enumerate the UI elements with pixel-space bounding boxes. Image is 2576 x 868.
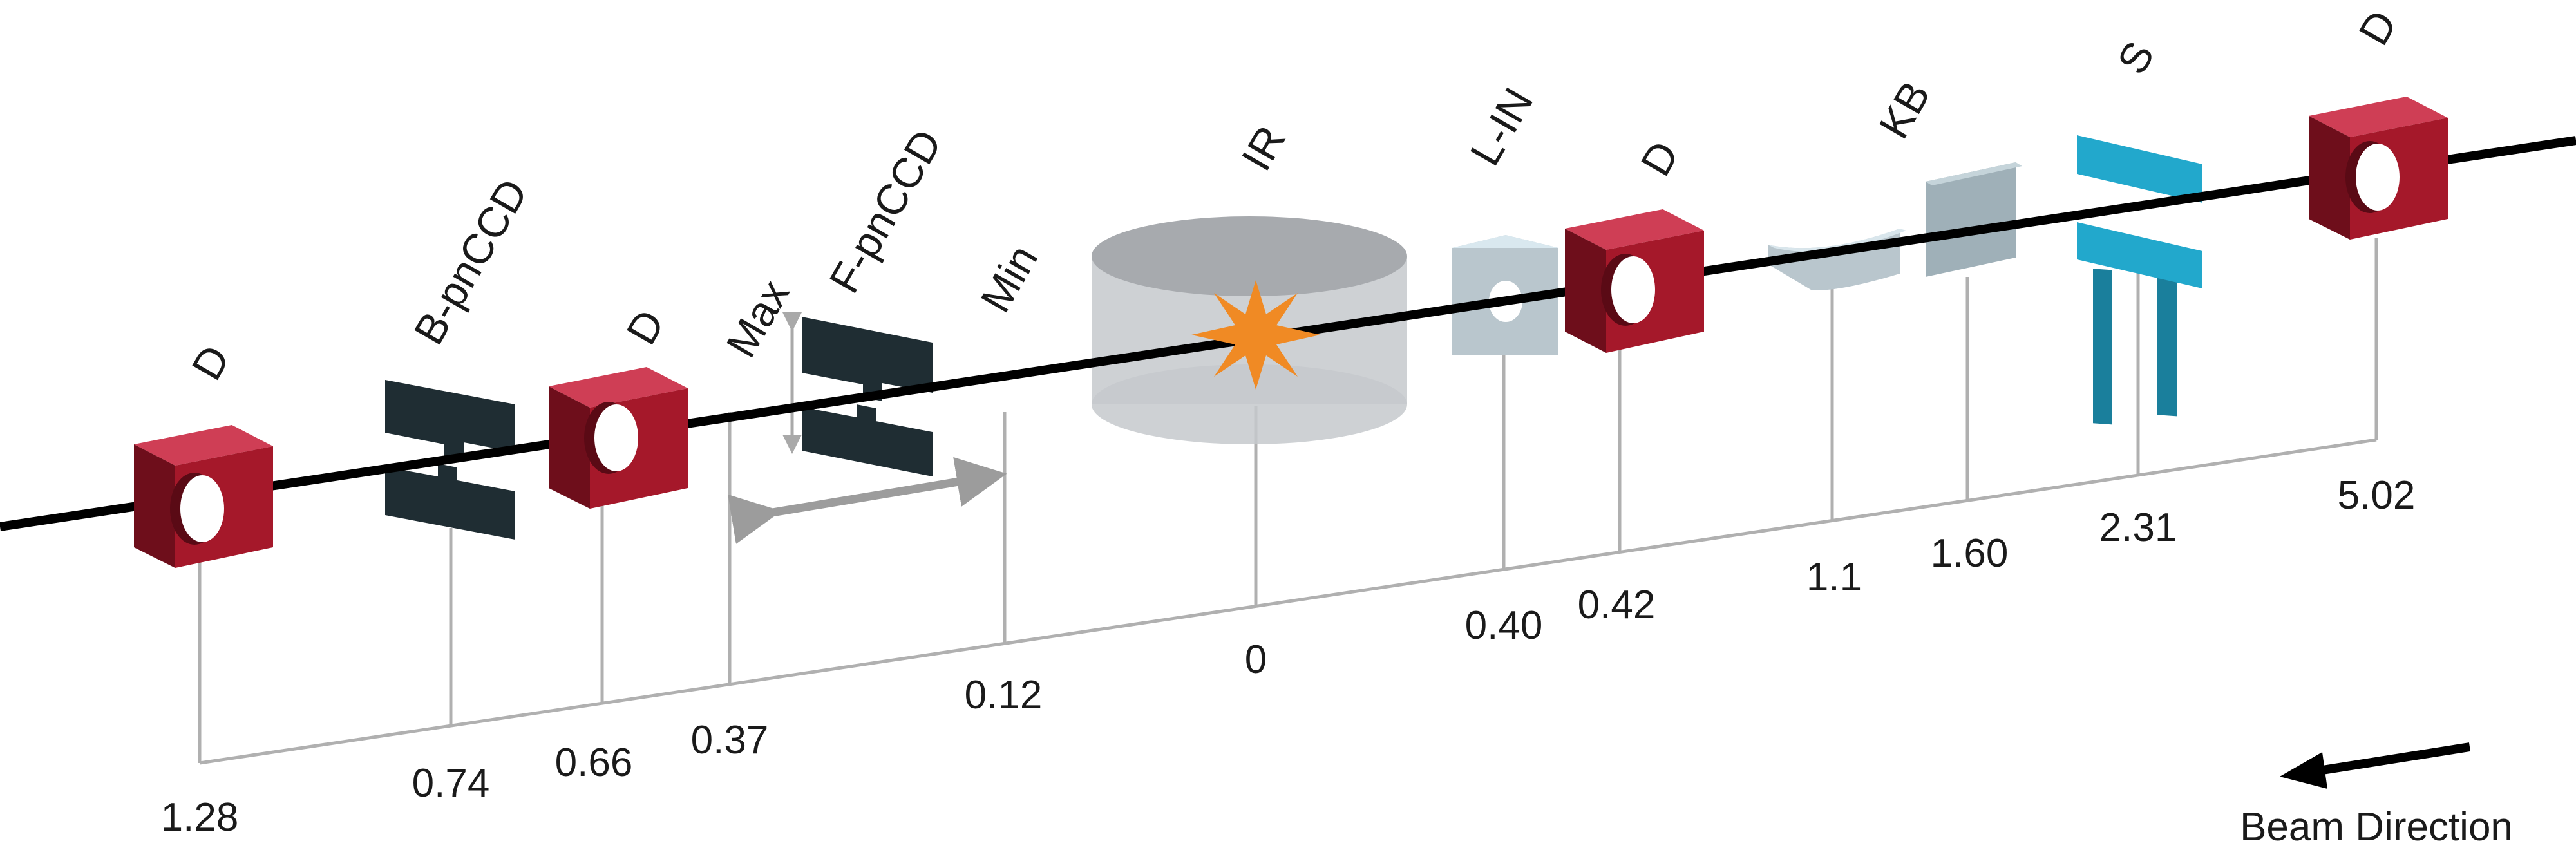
label-d2: D <box>617 302 674 352</box>
label-l-in: L-IN <box>1461 80 1542 173</box>
b-pnccd-detector <box>385 380 515 540</box>
position-bpnccd: 0.74 <box>412 761 490 806</box>
position-kb2: 1.60 <box>1931 531 2009 576</box>
position-min: 0.12 <box>965 673 1043 717</box>
position-ir: 0 <box>1245 637 1267 682</box>
label-min: Min <box>971 237 1046 320</box>
detector-d2 <box>549 367 688 509</box>
label-ir: IR <box>1232 118 1294 178</box>
beam-direction-label: Beam Direction <box>2240 805 2513 849</box>
label-b-pnccd: B-pnCCD <box>404 171 536 352</box>
label-kb: KB <box>1870 73 1939 146</box>
label-s: S <box>2108 33 2163 82</box>
label-d4: D <box>2349 3 2406 53</box>
position-d2: 0.66 <box>555 741 633 785</box>
position-kb: 1.1 <box>1806 555 1862 599</box>
interaction-point-star <box>1191 280 1320 390</box>
label-d3: D <box>1631 133 1688 184</box>
beam-direction-arrow <box>2280 742 2471 789</box>
detector-d1 <box>134 425 273 568</box>
label-max: Max <box>717 272 798 365</box>
position-d1: 1.28 <box>161 795 239 840</box>
detector-d4 <box>2309 97 2448 240</box>
label-d1: D <box>182 337 239 388</box>
position-s: 2.31 <box>2099 505 2177 550</box>
position-max: 0.37 <box>691 718 769 762</box>
label-f-pnccd: F-pnCCD <box>820 122 951 301</box>
fpnccd-range-arrow <box>728 457 1007 544</box>
position-values: 1.28 0.74 0.66 0.37 0.12 0 0.40 0.42 1.1… <box>161 473 2416 840</box>
detector-d3 <box>1565 209 1704 353</box>
scale-axis <box>199 438 2377 765</box>
position-d3: 0.42 <box>1578 583 1656 627</box>
slits <box>2077 135 2202 425</box>
position-d4: 5.02 <box>2338 473 2416 518</box>
position-lin: 0.40 <box>1465 603 1543 648</box>
